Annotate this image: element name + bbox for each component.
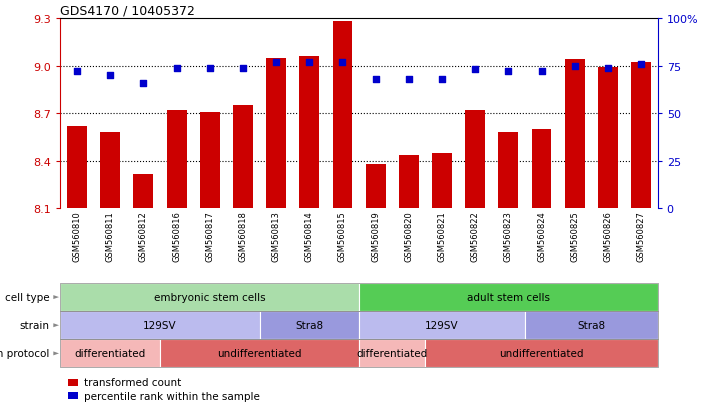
Point: [503, 69, 514, 76]
Text: growth protocol: growth protocol: [0, 349, 50, 358]
Bar: [465, 111, 485, 209]
Point: [370, 76, 381, 83]
Text: GDS4170 / 10405372: GDS4170 / 10405372: [60, 5, 196, 18]
Text: transformed count: transformed count: [84, 377, 181, 387]
Bar: [166, 111, 186, 209]
Text: embryonic stem cells: embryonic stem cells: [154, 292, 265, 302]
Point: [602, 65, 614, 72]
Bar: [200, 112, 220, 209]
Point: [437, 76, 448, 83]
Text: percentile rank within the sample: percentile rank within the sample: [84, 391, 260, 401]
Text: undifferentiated: undifferentiated: [218, 349, 301, 358]
Point: [171, 65, 182, 72]
Point: [71, 69, 82, 76]
Bar: [100, 133, 120, 209]
Text: strain: strain: [20, 320, 50, 330]
Bar: [233, 106, 253, 209]
Bar: [432, 154, 452, 209]
Bar: [532, 130, 552, 209]
Text: differentiated: differentiated: [357, 349, 428, 358]
Point: [536, 69, 547, 76]
Bar: [134, 174, 154, 209]
Text: undifferentiated: undifferentiated: [499, 349, 584, 358]
Text: Stra8: Stra8: [295, 320, 324, 330]
Point: [569, 63, 580, 70]
Point: [337, 59, 348, 66]
Point: [237, 65, 249, 72]
Bar: [565, 60, 584, 209]
Bar: [399, 155, 419, 209]
Bar: [631, 63, 651, 209]
Point: [105, 73, 116, 79]
Text: cell type: cell type: [5, 292, 50, 302]
Point: [469, 67, 481, 74]
Text: differentiated: differentiated: [75, 349, 146, 358]
Bar: [333, 22, 353, 209]
Bar: [365, 165, 385, 209]
Point: [636, 61, 647, 68]
Bar: [498, 133, 518, 209]
Point: [138, 80, 149, 87]
Bar: [266, 59, 286, 209]
Point: [204, 65, 215, 72]
Bar: [299, 57, 319, 209]
Text: adult stem cells: adult stem cells: [467, 292, 550, 302]
Point: [403, 76, 415, 83]
Bar: [598, 68, 618, 209]
Point: [304, 59, 315, 66]
Text: 129SV: 129SV: [425, 320, 459, 330]
Text: 129SV: 129SV: [143, 320, 177, 330]
Bar: [67, 127, 87, 209]
Point: [270, 59, 282, 66]
Text: Stra8: Stra8: [577, 320, 605, 330]
